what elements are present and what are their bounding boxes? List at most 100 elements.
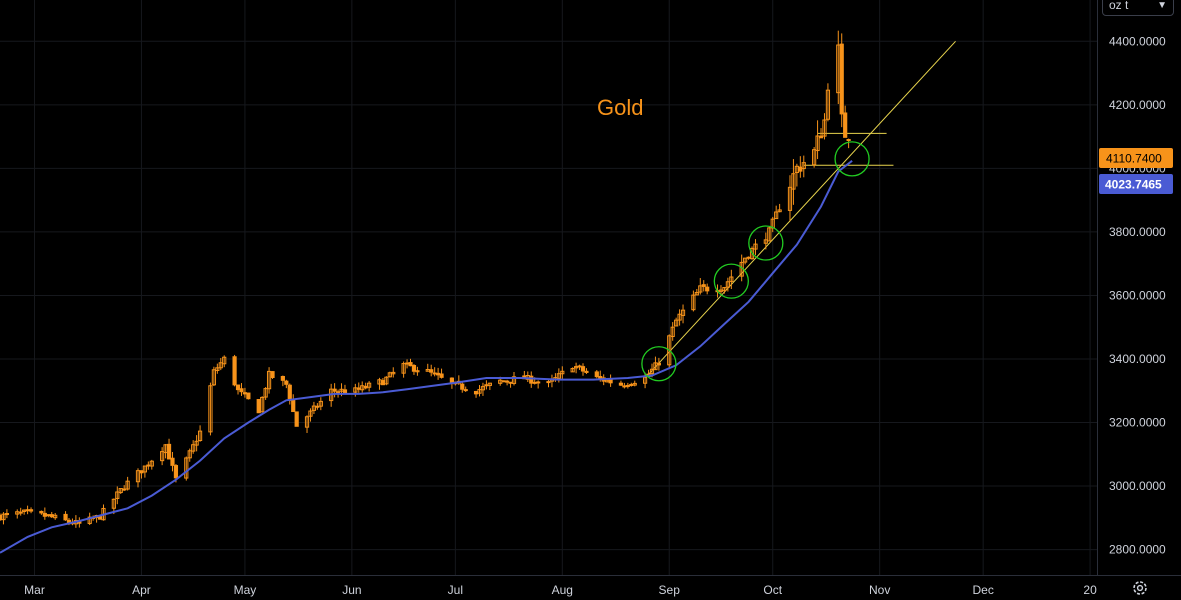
unit-selector-value: oz t [1109,0,1129,12]
candle-body [429,369,434,373]
time-axis: Mar Apr May Jun Jul Aug Sep Oct Nov Dec 20 [24,583,1097,597]
candle-body [401,363,406,374]
candle-body [487,382,492,386]
candle-body [39,510,44,514]
candle-body [698,285,703,293]
candle-body [484,384,489,387]
time-tick-label: May [234,583,257,597]
candle-body [266,370,272,390]
candle-body [763,239,768,244]
candle-body [284,380,289,385]
candle-body [580,366,586,372]
candle-body [318,400,323,407]
candle-body [577,365,582,368]
time-tick-label: Oct [763,583,782,597]
candle-body [335,391,341,394]
candle-body [608,379,613,384]
candle-body [367,382,372,388]
candle-body [218,362,223,369]
candle-body [791,173,796,190]
gear-icon[interactable] [1131,579,1149,597]
candle-body [211,369,216,386]
candle-body [473,390,479,395]
candle-body [380,380,386,386]
candle-body [28,509,34,512]
candle-body [384,376,389,385]
candle-body [843,112,848,138]
candle-body [670,326,675,337]
candle-body [825,89,831,120]
chart-grid [0,0,1097,575]
candle-body [387,372,392,378]
time-tick-label: 20 [1083,583,1097,597]
time-tick-label: Apr [132,583,151,597]
time-tick-label: Aug [552,583,573,597]
candle-body [184,457,189,479]
candle-body [508,381,513,384]
annotation-layer [644,40,956,379]
candle-body [135,470,141,483]
time-tick-label: Mar [24,583,45,597]
candle-body [463,389,468,392]
candle-body [280,375,285,381]
time-tick-label: Dec [972,583,993,597]
candle-body [49,514,54,518]
candle-body [353,387,358,393]
unit-selector[interactable]: oz t ▼ [1102,0,1174,16]
candle-body [191,444,196,452]
candle-body [208,385,213,433]
time-tick-label: Jul [448,583,463,597]
candle-body [139,470,144,474]
candle-body [632,382,637,386]
candle-body [618,382,624,386]
price-axis: 2800.0000 3000.0000 3200.0000 3400.0000 3600… [1109,34,1166,556]
candle-body [694,291,699,296]
candle-body [622,385,627,388]
candle-body [746,256,751,259]
candle-body [146,464,151,467]
candle-body [391,371,396,375]
candle-body [304,416,310,428]
candle-body [122,488,127,491]
candle-body [194,440,199,446]
candle-body [570,368,575,373]
candle-body [777,209,782,213]
candle-body [667,335,672,366]
moving-average-tag [1099,174,1173,194]
price-tick-label: 3200.0000 [1109,416,1166,430]
price-tick-label: 3000.0000 [1109,479,1166,493]
candle-body [753,243,758,250]
candle-body [25,509,30,512]
candle-body [722,287,727,292]
candle-body [598,376,603,379]
candle-body [846,139,851,142]
candle-body [822,119,827,137]
candle-body [404,362,410,365]
candle-body [677,313,682,321]
candle-body [432,372,437,375]
candle-body [256,399,261,414]
candle-body [270,371,275,378]
candle-body [656,362,661,366]
candle-body [18,511,23,514]
candle-body [560,370,565,375]
candle-body [594,371,599,378]
candle-body [629,383,634,386]
candle-body [729,276,734,282]
candle-body [294,411,299,427]
candle-body [246,392,251,400]
candle-body [87,516,92,524]
candle-body [584,370,589,373]
candle-body [287,384,292,401]
candle-body [546,381,551,384]
candle-body [477,389,482,394]
candle-body [260,396,265,413]
candle-body [818,135,824,139]
time-tick-label: Sep [659,583,681,597]
price-tick-label: 4400.0000 [1109,34,1166,48]
candle-body [511,376,517,384]
candle-body [480,386,486,391]
chart-title: Gold [597,95,643,120]
candle-body [53,514,58,519]
